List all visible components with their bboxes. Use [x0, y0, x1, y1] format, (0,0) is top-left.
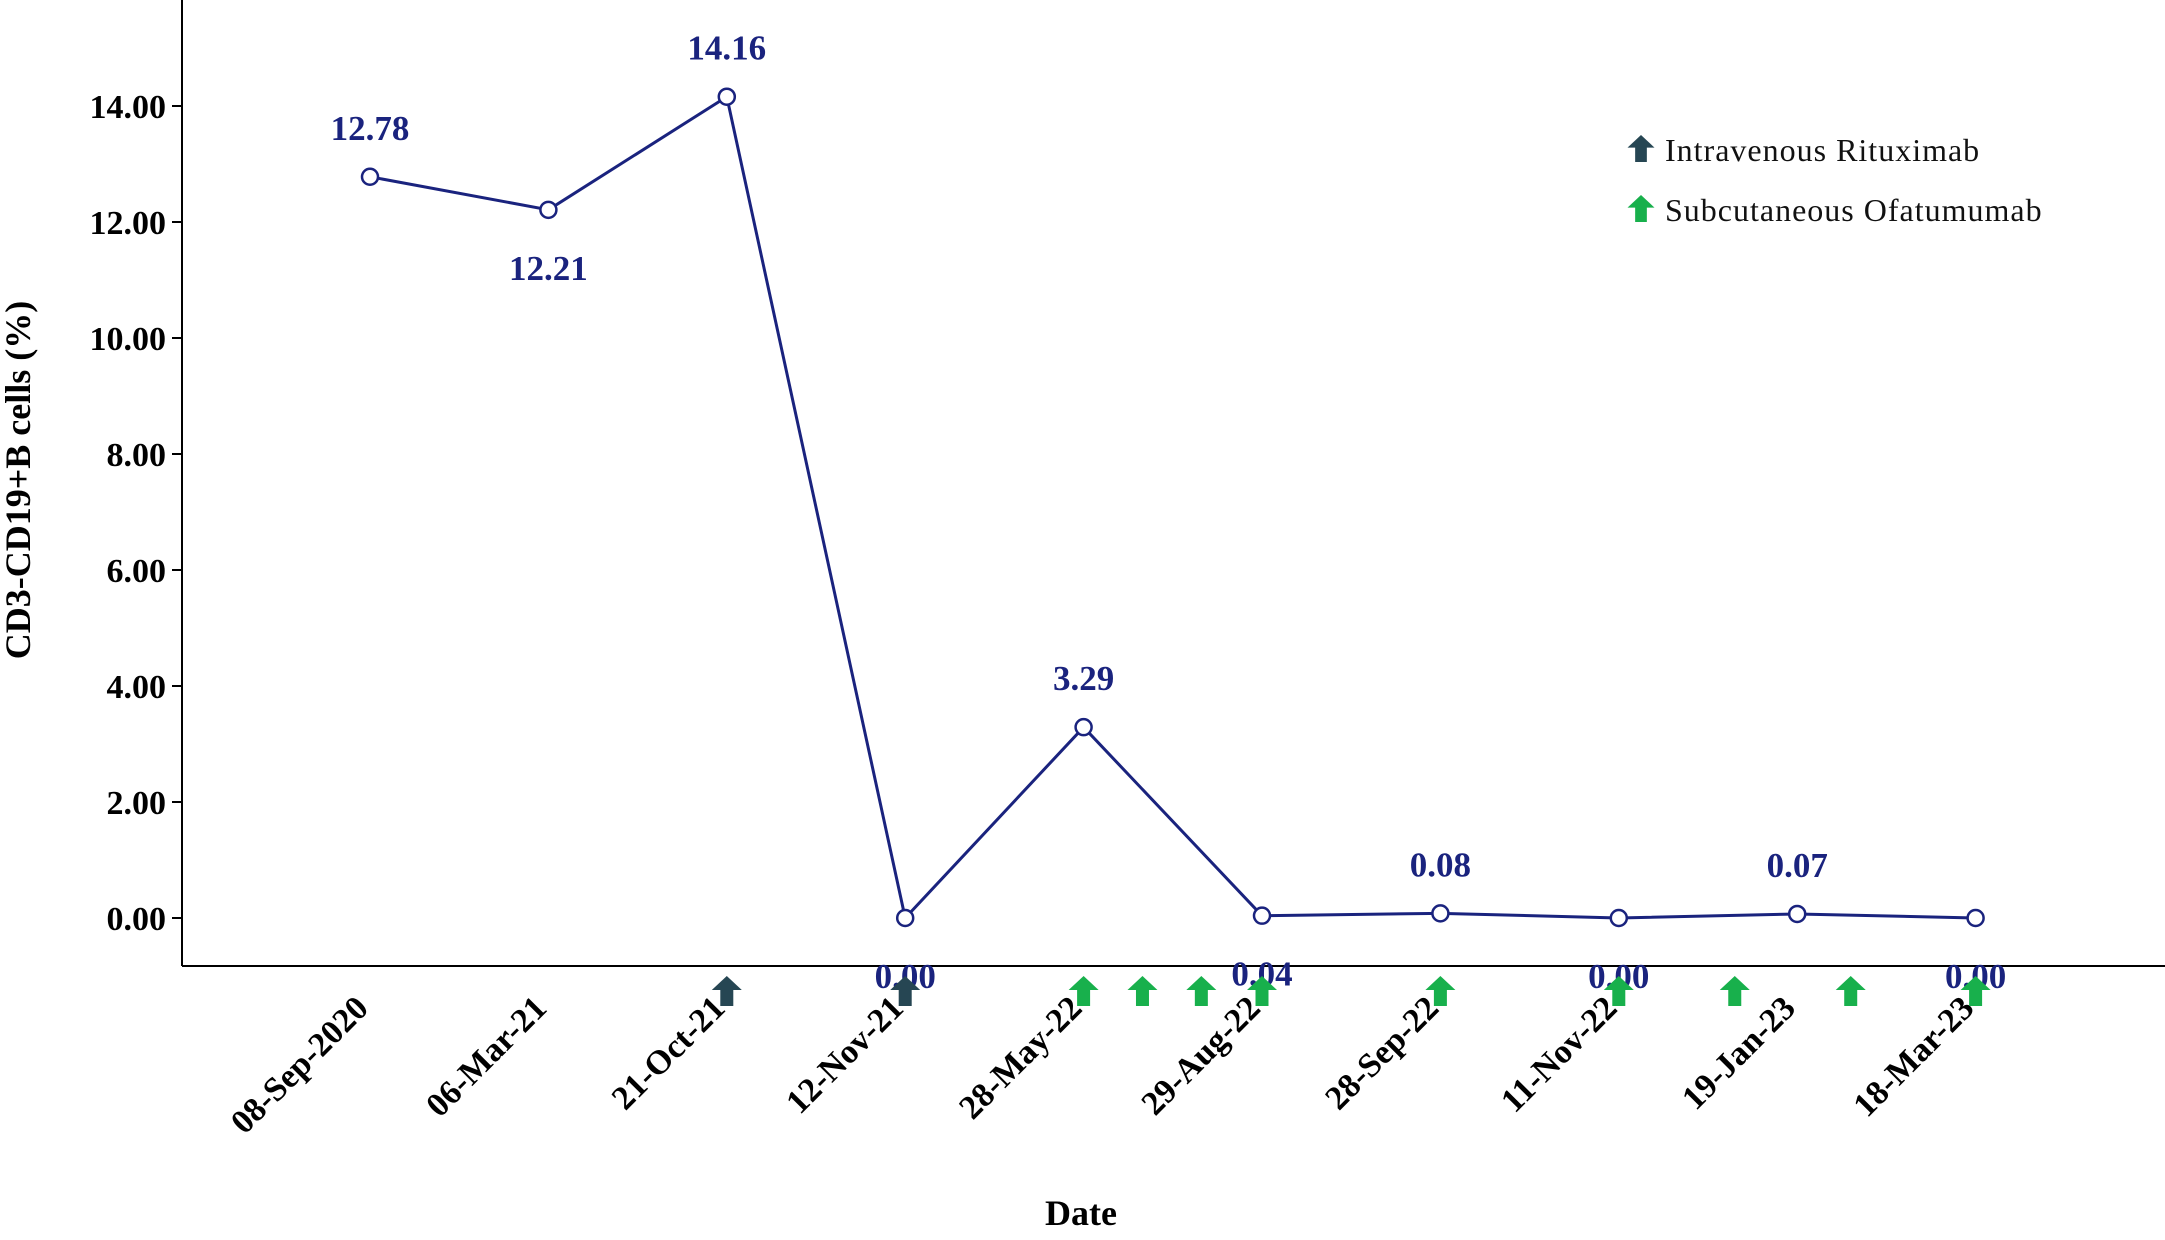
x-tick-label: 19-Jan-23 — [1675, 989, 1803, 1117]
rituximab-arrow — [711, 976, 742, 1006]
treatment-arrows — [711, 976, 1991, 1006]
data-labels: 12.7812.2114.160.003.290.040.080.000.070… — [331, 29, 2007, 996]
x-tick-label: 08-Sep-2020 — [224, 989, 376, 1141]
y-tick-label: 4.00 — [107, 669, 167, 706]
y-tick-label: 10.00 — [90, 321, 167, 358]
ofatumumab-arrow — [1425, 976, 1456, 1006]
series-layer — [360, 87, 1985, 928]
data-point — [1431, 904, 1450, 923]
data-point — [1074, 717, 1093, 737]
series-line — [369, 95, 1976, 920]
data-label: 3.29 — [1053, 659, 1114, 698]
data-point — [717, 87, 737, 106]
x-tick-label: 11-Nov-22 — [1494, 989, 1624, 1119]
ofatumumab-arrow — [1068, 976, 1099, 1006]
x-tick-label: 12-Nov-21 — [779, 989, 911, 1121]
y-tick-label: 2.00 — [107, 785, 167, 822]
x-tick-label: 28-Sep-22 — [1318, 989, 1446, 1117]
data-point — [1787, 904, 1807, 924]
x-tick-label: 21-Oct-21 — [605, 989, 733, 1117]
data-point — [1966, 908, 1985, 928]
x-ticks: 08-Sep-2020 06-Mar-21 21-Oct-21 12-Nov-21 28… — [224, 989, 1981, 1141]
data-label: 0.08 — [1410, 845, 1471, 884]
x-tick-label: 06-Mar-21 — [419, 989, 554, 1124]
legend-label: Subcutaneous Ofatumumab — [1665, 192, 2043, 228]
ofatumumab-arrow — [1127, 976, 1158, 1006]
data-label: 14.16 — [687, 29, 766, 68]
axes — [181, 0, 2165, 967]
data-point — [1252, 906, 1272, 925]
rituximab-arrow — [890, 976, 921, 1006]
ofatumumab-arrow — [1603, 976, 1634, 1006]
data-point — [539, 200, 558, 220]
ofatumumab-arrow — [1247, 976, 1277, 1006]
data-label: 0.07 — [1767, 846, 1828, 885]
x-tick-label: 18-Mar-23 — [1846, 989, 1981, 1124]
ofatumumab-arrow — [1835, 976, 1866, 1006]
data-point — [895, 908, 915, 928]
x-tick-label: 28-May-22 — [952, 989, 1089, 1126]
y-ticks: 0.00 2.00 4.00 6.00 8.00 10.00 12.00 14.00 — [90, 89, 182, 938]
ofatumumab-arrow — [1719, 976, 1750, 1006]
x-tick-label: 29-Aug-22 — [1135, 989, 1268, 1122]
y-axis-title: CD3-CD19+B cells (%) — [0, 301, 38, 659]
y-tick-label: 0.00 — [107, 901, 167, 938]
legend-arrow — [1627, 135, 1655, 162]
data-point — [360, 167, 380, 187]
ofatumumab-arrow — [1186, 976, 1217, 1006]
legend: Intravenous Rituximab Subcutaneous Ofatum… — [1627, 132, 2043, 228]
ofatumumab-arrow — [1960, 976, 1991, 1006]
data-label: 12.21 — [509, 249, 588, 288]
y-tick-label: 14.00 — [90, 89, 167, 126]
data-point — [1609, 908, 1629, 928]
x-axis-title: Date — [1045, 1193, 1117, 1233]
legend-label: Intravenous Rituximab — [1665, 132, 1980, 168]
data-label: 12.78 — [331, 109, 410, 148]
y-tick-label: 12.00 — [90, 205, 167, 242]
legend-arrow — [1627, 195, 1655, 222]
y-tick-label: 6.00 — [107, 553, 167, 590]
y-tick-label: 8.00 — [107, 437, 167, 474]
